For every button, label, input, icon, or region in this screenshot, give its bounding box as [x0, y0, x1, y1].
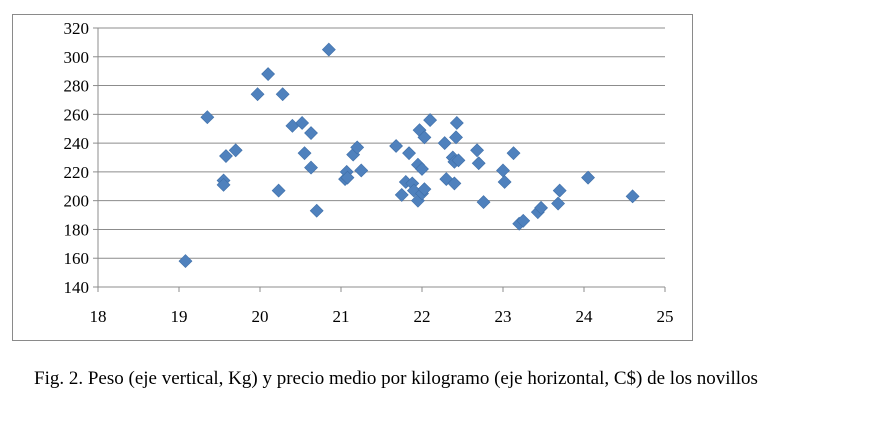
data-point [275, 87, 290, 102]
y-tick-label: 200 [64, 192, 90, 211]
y-tick-label: 280 [64, 77, 90, 96]
x-tick-label: 24 [576, 307, 594, 326]
data-point [423, 113, 438, 128]
x-tick-label: 19 [171, 307, 188, 326]
data-point [354, 163, 369, 178]
x-tick-label: 20 [252, 307, 269, 326]
data-point [497, 175, 512, 189]
y-tick-label: 140 [64, 278, 90, 297]
data-point [506, 146, 521, 161]
data-point [250, 87, 265, 102]
data-point [216, 177, 231, 192]
data-point [261, 67, 276, 81]
data-point [516, 213, 531, 228]
scatter-plot: 140 160 180 200 220 240 260 280 300 320 18 19 20 21 22… [64, 19, 674, 326]
data-point [552, 183, 567, 198]
data-point [471, 156, 486, 171]
data-point [417, 130, 432, 145]
data-point [271, 183, 286, 198]
data-point [581, 170, 595, 185]
data-point [309, 203, 324, 218]
data-point [219, 149, 233, 163]
data-point [200, 110, 215, 125]
data-point [451, 153, 466, 168]
x-tick-label: 25 [657, 307, 674, 326]
y-tick-label: 300 [64, 48, 90, 67]
chart-area: 140 160 180 200 220 240 260 280 300 320 18 19 20 21 22… [12, 14, 693, 341]
data-point [295, 116, 310, 130]
data-point [389, 139, 404, 153]
data-point [625, 189, 640, 204]
data-point [534, 200, 548, 215]
data-point [394, 187, 409, 202]
data-point [350, 140, 365, 155]
y-tick-label: 260 [64, 105, 90, 124]
data-point [304, 126, 318, 140]
y-tick-label: 220 [64, 163, 90, 182]
data-point [476, 195, 491, 210]
figure-caption: Fig. 2. Peso (eje vertical, Kg) y precio… [34, 368, 758, 389]
y-tick-label: 160 [64, 249, 90, 268]
y-tick-label: 180 [64, 220, 90, 239]
data-point [304, 160, 318, 175]
data-point [449, 116, 464, 130]
data-point [417, 182, 432, 197]
data-point [437, 136, 452, 151]
data-point [178, 254, 193, 269]
data-point [415, 162, 429, 176]
data-point [449, 130, 463, 145]
y-tick-label: 320 [64, 19, 90, 38]
x-tick-label: 21 [333, 307, 350, 326]
data-point [297, 146, 312, 161]
data-point [447, 176, 462, 191]
data-point [402, 146, 416, 161]
y-tick-label: 240 [64, 134, 90, 153]
data-point [228, 143, 243, 158]
x-tick-label: 22 [414, 307, 431, 326]
data-point [340, 170, 355, 185]
data-point [321, 42, 336, 57]
data-point [496, 163, 510, 178]
x-tick-label: 23 [495, 307, 512, 326]
x-tick-label: 18 [90, 307, 107, 326]
data-point [470, 143, 485, 158]
data-point [551, 196, 566, 211]
